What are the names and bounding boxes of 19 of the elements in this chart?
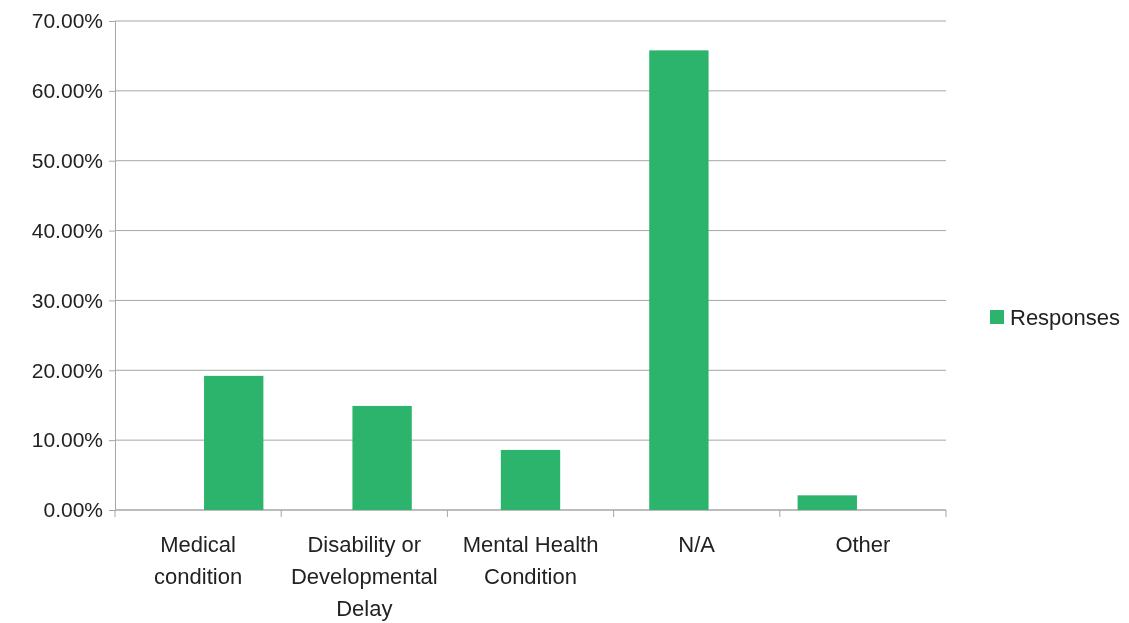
y-tick-label: 0.00%: [43, 498, 103, 522]
y-tick-label: 10.00%: [31, 428, 103, 452]
y-tick-label: 30.00%: [31, 288, 103, 312]
bar: [352, 405, 412, 510]
x-tick-label: Other: [835, 532, 891, 557]
x-tick-label: N/A: [678, 532, 716, 557]
x-tick-label: Mental Health Condition: [462, 532, 599, 589]
y-tick-label: 20.00%: [31, 358, 103, 382]
bar: [649, 50, 709, 510]
y-tick-label: 70.00%: [31, 9, 103, 33]
bar: [500, 449, 561, 510]
x-tick-label: Disability or Developmental Delay: [290, 532, 438, 621]
y-tick-label: 50.00%: [31, 148, 103, 172]
bar: [204, 375, 264, 510]
x-tick-label: Medical condition: [154, 532, 243, 589]
y-tick-label: 40.00%: [31, 218, 103, 242]
y-tick-label: 60.00%: [31, 79, 103, 103]
bar: [797, 495, 857, 510]
legend-label: Responses: [1010, 305, 1121, 330]
